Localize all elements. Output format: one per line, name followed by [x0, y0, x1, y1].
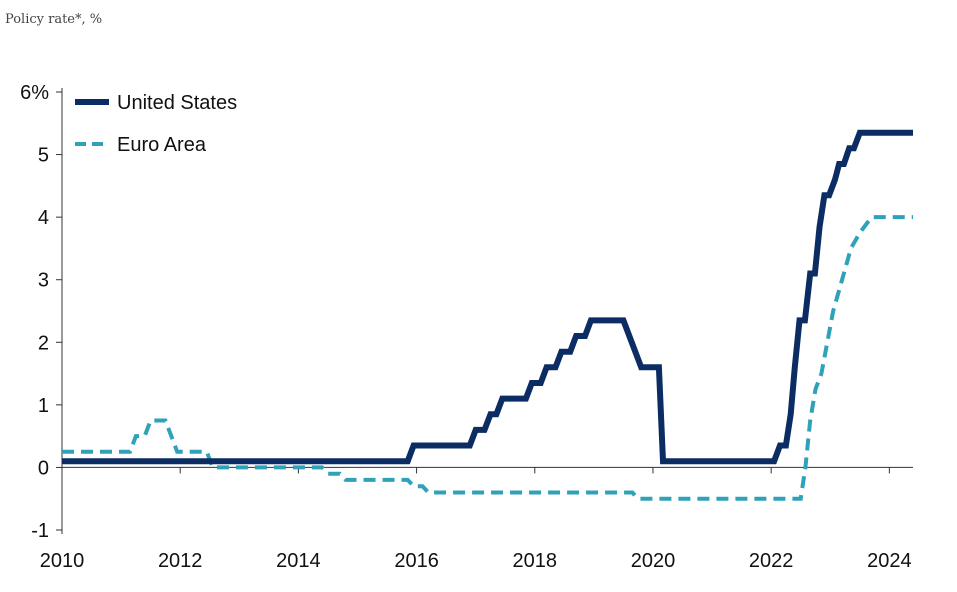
x-axis: 2010 2012 2014 2016 2018 2020 2022 2024 [40, 466, 913, 572]
legend-label-united-states: United States [117, 92, 237, 114]
x-tick-label: 2014 [276, 550, 321, 572]
y-axis: 6% 5 4 3 2 1 0 -1 [20, 82, 63, 542]
y-tick-label: 6% [20, 82, 49, 104]
y-tick-label: 1 [38, 395, 49, 417]
legend-label-euro-area: Euro Area [117, 134, 207, 156]
chart-subtitle: Policy rate*, % [5, 12, 103, 27]
series-layer [62, 129, 913, 501]
y-tick-label: 3 [38, 270, 49, 292]
x-tick-label: 2024 [867, 550, 912, 572]
y-tick-label: 2 [38, 332, 49, 354]
series-line-euro-area [62, 215, 913, 501]
x-tick-label: 2022 [749, 550, 794, 572]
x-tick-label: 2010 [40, 550, 85, 572]
x-tick-label: 2020 [631, 550, 676, 572]
y-tick-label: 5 [38, 145, 49, 167]
y-tick-label: -1 [31, 520, 49, 542]
x-tick-label: 2016 [394, 550, 439, 572]
x-tick-label: 2018 [513, 550, 558, 572]
x-tick-label: 2012 [158, 550, 203, 572]
legend: United States Euro Area [75, 92, 237, 156]
series-line-united-states [62, 129, 913, 465]
y-tick-label: 0 [38, 457, 49, 479]
y-tick-label: 4 [38, 207, 49, 229]
